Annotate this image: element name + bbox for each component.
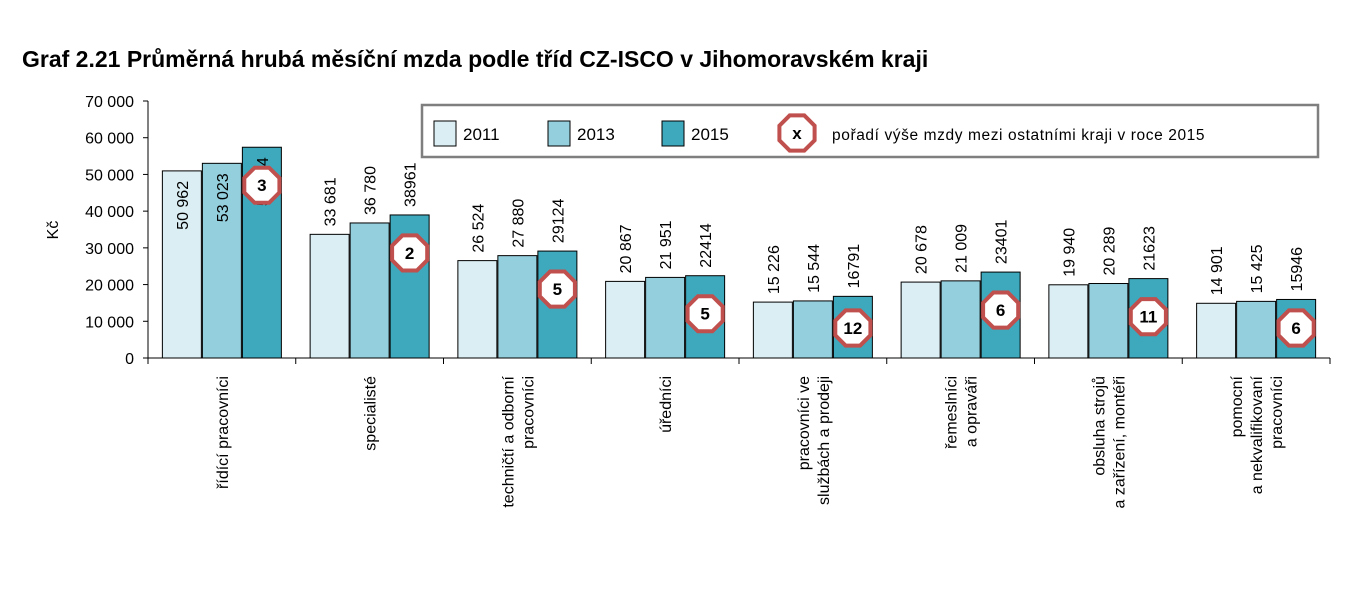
value-label-2013: 15 544 (806, 244, 823, 293)
y-axis-title-group: Kč (45, 221, 62, 240)
category-label: řídící pracovníci (215, 376, 232, 489)
legend-label-2011: 2011 (463, 125, 500, 144)
bar-2011 (457, 260, 498, 359)
legend: 2011 2013 2015 x pořadí výše mzdy mezi ostat… (420, 103, 1320, 159)
value-label-2011: 14 901 (1209, 246, 1226, 295)
y-tick-label: 20 000 (85, 278, 134, 295)
category-label: a nekvalifikovaní (1249, 375, 1266, 494)
value-label-2011: 26 524 (470, 204, 487, 253)
category-label: službách a prodeji (816, 376, 833, 505)
value-label-2011: 15 226 (766, 245, 783, 294)
rank-badge (1276, 308, 1316, 348)
rank-badge (1128, 297, 1168, 337)
value-label-2011: 19 940 (1061, 228, 1078, 277)
bar-2013 (792, 300, 833, 359)
value-label-2013: 36 780 (363, 166, 380, 215)
value-label-2013: 20 289 (1101, 226, 1118, 275)
rank-badge-value: 5 (700, 305, 709, 324)
value-label-2015: 15946 (1289, 247, 1306, 292)
value-label-2011: 50 962 (175, 181, 192, 230)
rank-badge (390, 233, 430, 273)
rank-badge (242, 165, 282, 205)
category-label: obsluha strojů (1090, 376, 1108, 476)
rank-badge (981, 290, 1021, 330)
value-label-2015: 16791 (846, 244, 863, 289)
bar-2011 (309, 233, 350, 359)
legend-badge (777, 113, 817, 153)
bar-2013 (1088, 283, 1129, 359)
rank-badge-value: 3 (257, 176, 266, 195)
y-tick-label: 60 000 (85, 131, 134, 148)
category-label: pracovníci (1269, 376, 1286, 449)
rank-badges: 3 2 5 5 12 6 11 6 (242, 165, 1316, 348)
bar-2013 (645, 276, 686, 359)
legend-label-2015: 2015 (691, 125, 729, 144)
bar-2013 (940, 280, 981, 359)
legend-badge-symbol: x (792, 124, 802, 143)
category-label: úředníci (658, 376, 675, 433)
bar-2011 (900, 281, 941, 359)
value-label-2013: 21 951 (658, 220, 675, 269)
value-label-2013: 21 009 (954, 224, 971, 273)
value-label-2013: 27 880 (510, 199, 527, 248)
category-labels: řídící pracovníci specialisté techničtí a … (215, 375, 1286, 508)
value-label-2011: 33 681 (323, 177, 340, 226)
bar-2011 (1196, 302, 1237, 359)
rank-badge (685, 294, 725, 334)
y-tick-label: 70 000 (85, 94, 134, 111)
bar-2013 (1236, 300, 1277, 359)
chart-title: Graf 2.21 Průměrná hrubá měsíční mzda po… (22, 46, 929, 72)
y-tick-label: 10 000 (85, 314, 134, 331)
rank-badge-value: 5 (553, 280, 562, 299)
y-tick-label: 30 000 (85, 241, 134, 258)
legend-swatch-2015 (661, 120, 685, 147)
rank-badge-value: 12 (843, 319, 862, 338)
value-label-2013: 53 023 (215, 173, 232, 222)
value-label-2011: 20 678 (914, 225, 931, 274)
category-label: specialisté (363, 376, 380, 451)
category-label: a zařízení, montéři (1111, 376, 1128, 509)
rank-badge-value: 6 (996, 301, 1005, 320)
category-label: techničtí a odborní (500, 375, 517, 507)
value-label-2015: 22414 (698, 223, 715, 268)
legend-box (420, 103, 1320, 159)
bar-2013 (497, 255, 538, 359)
bar-2011 (605, 280, 646, 359)
value-label-2013: 15 425 (1249, 244, 1266, 293)
bar-2011 (161, 170, 202, 359)
y-tick-label: 40 000 (85, 204, 134, 221)
rank-badge-value: 2 (405, 244, 414, 263)
y-tick-label: 0 (125, 351, 134, 368)
value-label-2015: 23401 (994, 219, 1011, 264)
bar-2011 (752, 301, 793, 359)
bar-2013 (349, 222, 390, 359)
legend-swatch-2011 (433, 120, 457, 147)
value-label-2015: 21623 (1141, 226, 1158, 271)
y-tick-label: 50 000 (85, 167, 134, 184)
category-label: pracovníci (520, 376, 537, 449)
category-label: a opraváři (964, 376, 981, 447)
value-label-2015: 29124 (550, 198, 567, 243)
bar-2011 (1048, 284, 1089, 359)
legend-badge-note: pořadí výše mzdy mezi ostatními kraji v … (832, 127, 1205, 144)
legend-swatch-2013 (547, 120, 571, 147)
bar-2013 (201, 162, 242, 359)
legend-label-2013: 2013 (577, 125, 615, 144)
category-label: pomocní (1229, 375, 1246, 437)
y-axis-title: Kč (45, 221, 62, 240)
value-label-2015: 38961 (403, 162, 420, 207)
category-label: pracovníci ve (796, 376, 813, 470)
rank-badge-value: 11 (1139, 308, 1157, 327)
value-label-2011: 20 867 (618, 224, 635, 273)
rank-badge (537, 269, 577, 309)
rank-badge-value: 6 (1291, 319, 1300, 338)
rank-badge (833, 308, 873, 348)
category-label: řemeslníci (944, 376, 961, 449)
